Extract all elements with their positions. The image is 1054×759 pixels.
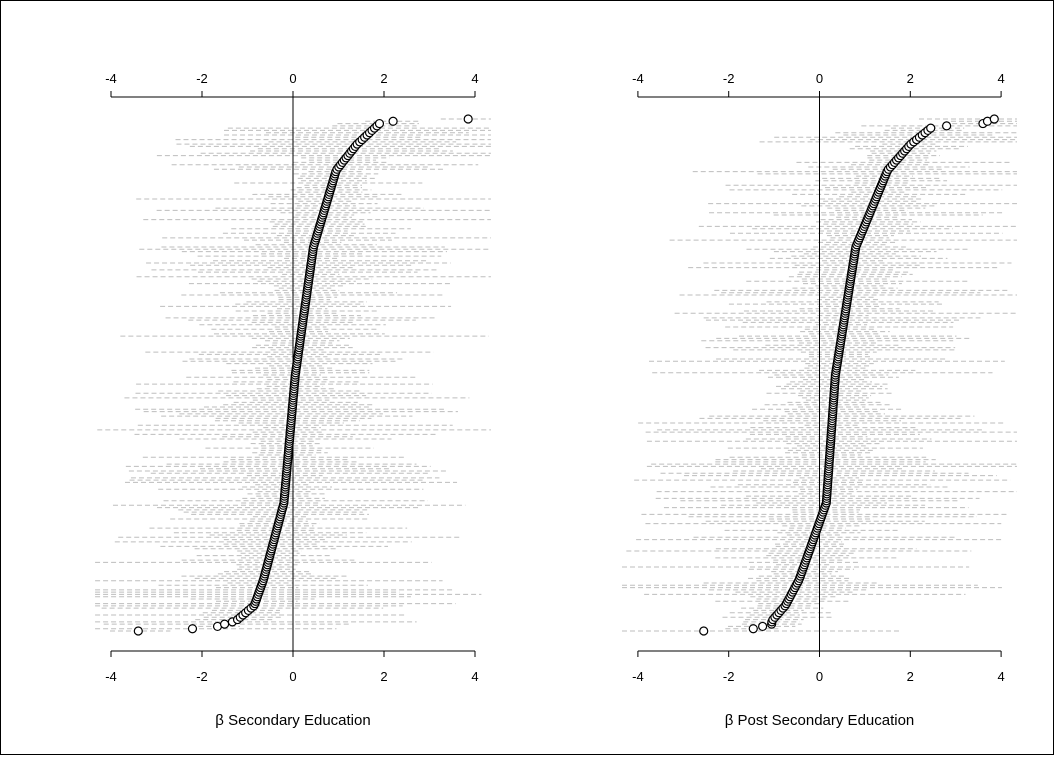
tick-label: -2: [196, 71, 208, 86]
tick-label: -4: [632, 71, 644, 86]
estimate-point: [758, 621, 768, 632]
estimate-point: [388, 116, 398, 126]
tick-label: -4: [105, 669, 117, 684]
tick-label: 0: [816, 669, 823, 684]
top-x-axis: -4 -2 0 2 4: [632, 71, 1005, 98]
tick-label: 2: [907, 669, 914, 684]
tick-label: 4: [997, 669, 1004, 684]
tick-label: -2: [723, 669, 735, 684]
tick-label: -2: [196, 669, 208, 684]
tick-label: 4: [471, 71, 478, 86]
tick-label: 0: [816, 71, 823, 86]
estimate-point: [699, 626, 709, 636]
estimate-point: [926, 123, 936, 133]
x-axis-label: β Post Secondary Education: [725, 712, 915, 729]
estimate-point: [374, 118, 385, 129]
tick-label: 0: [289, 71, 296, 86]
tick-label: -4: [632, 669, 644, 684]
tick-label: 4: [471, 669, 478, 684]
tick-label: 2: [907, 71, 914, 86]
x-axis-label: β Secondary Education: [215, 712, 370, 729]
point-estimates: [133, 114, 473, 636]
estimate-point: [187, 624, 198, 634]
point-estimates: [699, 114, 999, 636]
tick-label: 0: [289, 669, 296, 684]
bottom-x-axis: -4 -2 0 2 4: [105, 650, 479, 684]
estimate-point: [942, 121, 952, 131]
estimate-point: [989, 114, 999, 124]
estimate-point: [133, 626, 143, 636]
estimate-point: [219, 619, 230, 629]
estimate-point: [748, 624, 758, 634]
tick-label: 4: [997, 71, 1004, 86]
tick-label: 2: [380, 71, 387, 86]
tick-label: -2: [723, 71, 735, 86]
tick-label: 2: [380, 669, 387, 684]
estimate-point: [463, 114, 473, 124]
panel-2: -4 -2 0 2 4 -4 -2 0 2 4 β Post Secondary Education: [622, 71, 1017, 729]
tick-label: -4: [105, 71, 117, 86]
bottom-x-axis: -4 -2 0 2 4: [632, 650, 1005, 684]
top-x-axis: -4 -2 0 2 4: [105, 71, 479, 98]
panel-1: -4 -2 0 2 4 -4 -2 0 2 4 β Secondary Education: [95, 71, 491, 729]
